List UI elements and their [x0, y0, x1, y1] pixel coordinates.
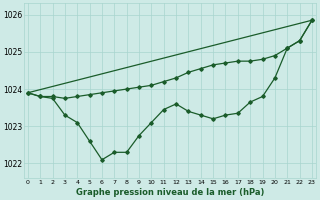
X-axis label: Graphe pression niveau de la mer (hPa): Graphe pression niveau de la mer (hPa) [76, 188, 264, 197]
